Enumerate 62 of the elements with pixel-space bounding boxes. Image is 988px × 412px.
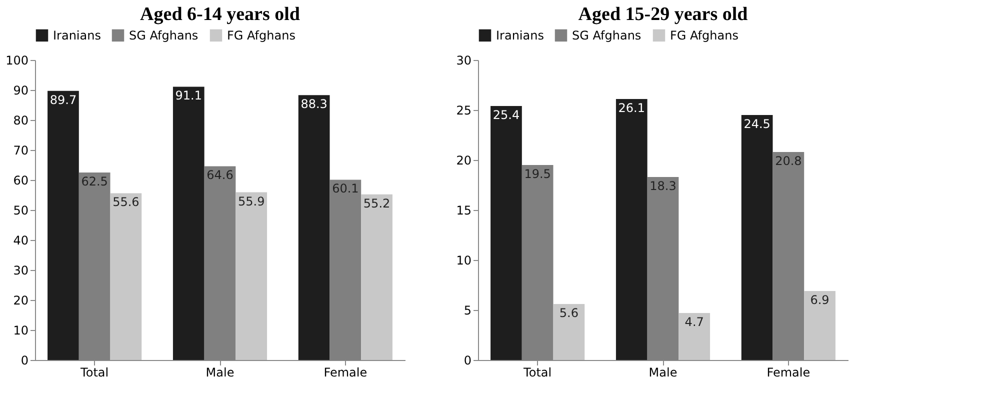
bar (48, 90, 79, 360)
data-label: 26.1 (618, 101, 646, 115)
data-label: 88.3 (300, 97, 328, 112)
x-tick-label: Female (766, 366, 810, 380)
bar (616, 99, 648, 360)
data-label: 55.2 (363, 196, 390, 210)
x-tick-label: Male (206, 366, 234, 380)
bar (553, 304, 585, 360)
data-label: 89.7 (50, 92, 77, 107)
bar (172, 86, 204, 360)
data-label: 18.3 (650, 179, 676, 193)
x-tick-label: Female (324, 366, 368, 380)
legend-label: Iranians (496, 28, 544, 42)
chart-title: Aged 6-14 years old (140, 4, 300, 25)
legend-label: FG Afghans (227, 28, 296, 42)
bar (298, 95, 330, 360)
data-label: 4.7 (684, 315, 704, 329)
bar (490, 106, 522, 360)
y-tick-label: 100 (6, 54, 28, 68)
x-tick-label: Male (648, 366, 678, 380)
y-tick-label: 25 (456, 104, 472, 118)
data-label: 55.9 (238, 194, 265, 208)
bar (804, 291, 836, 360)
data-label: 62.5 (81, 174, 108, 188)
y-tick-label: 30 (456, 54, 472, 68)
chart-title: Aged 15-29 years old (578, 4, 748, 25)
data-label: 25.4 (492, 108, 520, 122)
bar (678, 313, 710, 360)
y-tick-label: 0 (20, 354, 28, 368)
bar (361, 194, 392, 360)
data-label: 20.8 (775, 154, 802, 168)
legend-label: SG Afghans (129, 28, 198, 42)
y-tick-label: 50 (13, 204, 28, 218)
y-tick-label: 0 (464, 354, 472, 368)
legend-label: FG Afghans (670, 28, 738, 42)
data-label: 6.9 (810, 293, 830, 307)
data-label: 55.6 (112, 195, 140, 210)
data-label: 64.6 (206, 168, 234, 182)
y-tick-label: 40 (13, 234, 28, 248)
data-label: 24.5 (744, 117, 770, 131)
y-tick-label: 90 (13, 84, 28, 98)
y-tick-label: 10 (456, 254, 472, 268)
y-tick-label: 80 (13, 114, 28, 128)
data-label: 19.5 (524, 167, 551, 181)
legend-label: SG Afghans (572, 28, 642, 42)
bar (110, 193, 142, 360)
y-tick-label: 5 (464, 304, 472, 318)
y-tick-label: 20 (13, 294, 28, 308)
bar (236, 192, 268, 360)
x-tick-label: Total (522, 366, 552, 380)
y-tick-label: 10 (13, 324, 28, 338)
y-tick-label: 60 (13, 174, 28, 188)
bar (741, 115, 773, 360)
y-tick-label: 15 (456, 204, 472, 218)
y-tick-label: 20 (456, 154, 472, 168)
data-label: 5.6 (559, 306, 578, 320)
legend-label: Iranians (53, 28, 101, 42)
data-label: 91.1 (175, 88, 202, 103)
y-tick-label: 70 (13, 144, 28, 158)
y-tick-label: 30 (13, 264, 28, 278)
data-label: 60.1 (332, 182, 359, 196)
x-tick-label: Total (80, 366, 109, 380)
